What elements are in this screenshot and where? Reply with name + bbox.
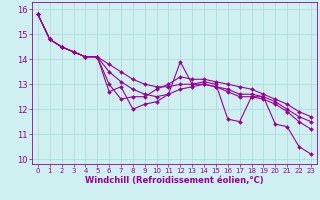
X-axis label: Windchill (Refroidissement éolien,°C): Windchill (Refroidissement éolien,°C) — [85, 176, 264, 185]
